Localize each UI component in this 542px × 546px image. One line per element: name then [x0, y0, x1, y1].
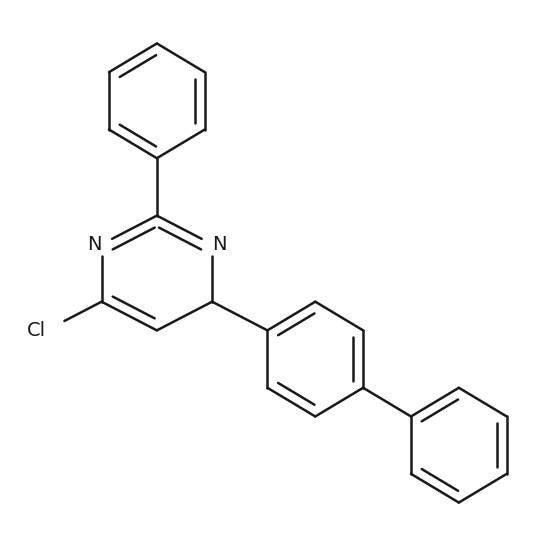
Text: N: N: [212, 235, 227, 254]
Text: Cl: Cl: [27, 321, 47, 340]
Text: N: N: [87, 235, 101, 254]
